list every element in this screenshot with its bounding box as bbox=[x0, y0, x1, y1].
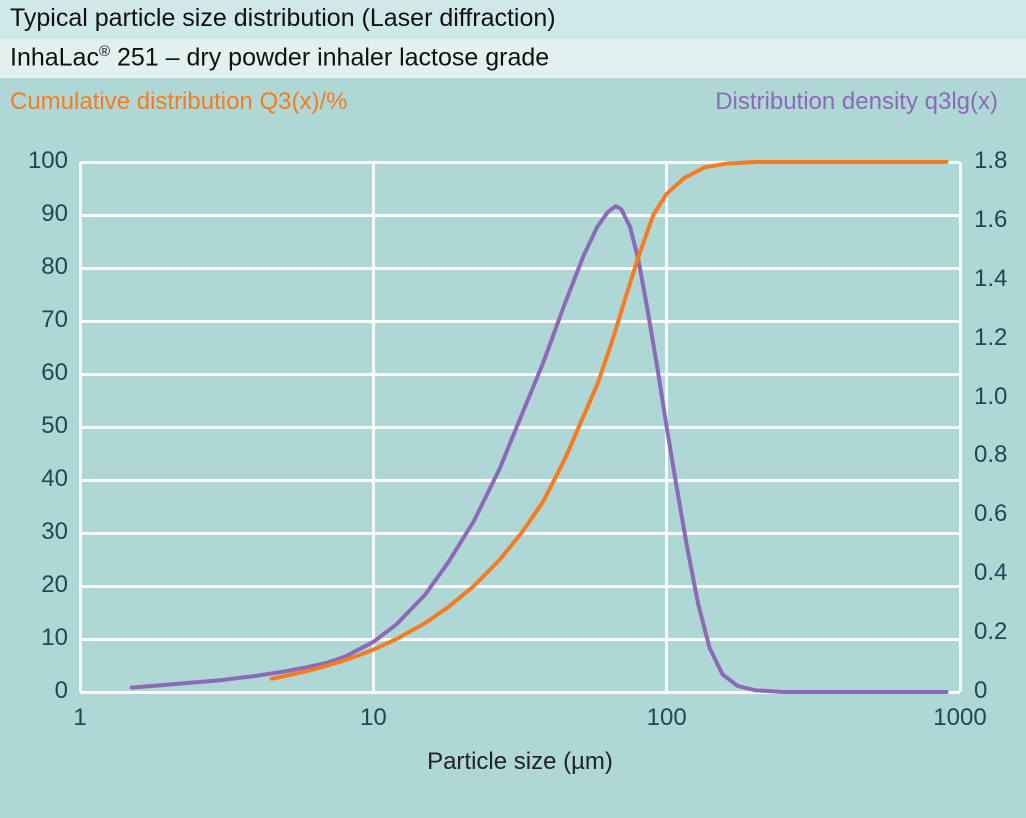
y-left-tick: 70 bbox=[0, 306, 68, 334]
chart-subtitle-row: InhaLac® 251 – dry powder inhaler lactos… bbox=[0, 39, 1026, 78]
y-left-tick: 10 bbox=[0, 624, 68, 652]
y-right-tick: 1.2 bbox=[974, 324, 1007, 352]
chart-title-row: Typical particle size distribution (Lase… bbox=[0, 0, 1026, 39]
y-right-tick: 1.6 bbox=[974, 206, 1007, 234]
y-right-tick: 0.2 bbox=[974, 618, 1007, 646]
y-right-tick: 1.0 bbox=[974, 383, 1007, 411]
cumulative-line bbox=[272, 162, 947, 679]
y-left-tick: 50 bbox=[0, 412, 68, 440]
x-tick: 10 bbox=[360, 704, 387, 732]
axis-titles-row: Cumulative distribution Q3(x)/% Distribu… bbox=[0, 78, 1026, 116]
y-left-tick: 100 bbox=[0, 147, 68, 175]
plot-lines bbox=[80, 162, 960, 692]
x-axis-title: Particle size (µm) bbox=[427, 748, 613, 776]
x-tick: 1 bbox=[73, 704, 86, 732]
y-left-tick: 30 bbox=[0, 518, 68, 546]
chart-subtitle-rest: 251 – dry powder inhaler lactose grade bbox=[110, 43, 549, 71]
y-left-tick: 80 bbox=[0, 253, 68, 281]
y-right-tick: 0.4 bbox=[974, 559, 1007, 587]
y-left-tick: 20 bbox=[0, 571, 68, 599]
y-left-tick: 90 bbox=[0, 200, 68, 228]
y-right-tick: 1.4 bbox=[974, 265, 1007, 293]
y-left-tick: 60 bbox=[0, 359, 68, 387]
y-right-tick: 0.8 bbox=[974, 441, 1007, 469]
left-y-axis-title: Cumulative distribution Q3(x)/% bbox=[10, 88, 347, 116]
y-right-tick: 0.6 bbox=[974, 500, 1007, 528]
y-right-tick: 1.8 bbox=[974, 147, 1007, 175]
right-y-axis-title: Distribution density q3lg(x) bbox=[715, 88, 998, 116]
x-tick: 1000 bbox=[933, 704, 986, 732]
y-left-tick: 0 bbox=[0, 677, 68, 705]
chart-title: Typical particle size distribution (Lase… bbox=[10, 4, 556, 32]
y-right-tick: 0 bbox=[974, 677, 987, 705]
chart-region: 010203040506070809010000.20.40.60.81.01.… bbox=[0, 150, 1026, 818]
registered-mark: ® bbox=[99, 43, 110, 60]
density-line bbox=[132, 206, 947, 692]
y-left-tick: 40 bbox=[0, 465, 68, 493]
plot-area bbox=[80, 162, 960, 692]
chart-subtitle-prefix: InhaLac bbox=[10, 43, 99, 71]
x-tick: 100 bbox=[647, 704, 687, 732]
